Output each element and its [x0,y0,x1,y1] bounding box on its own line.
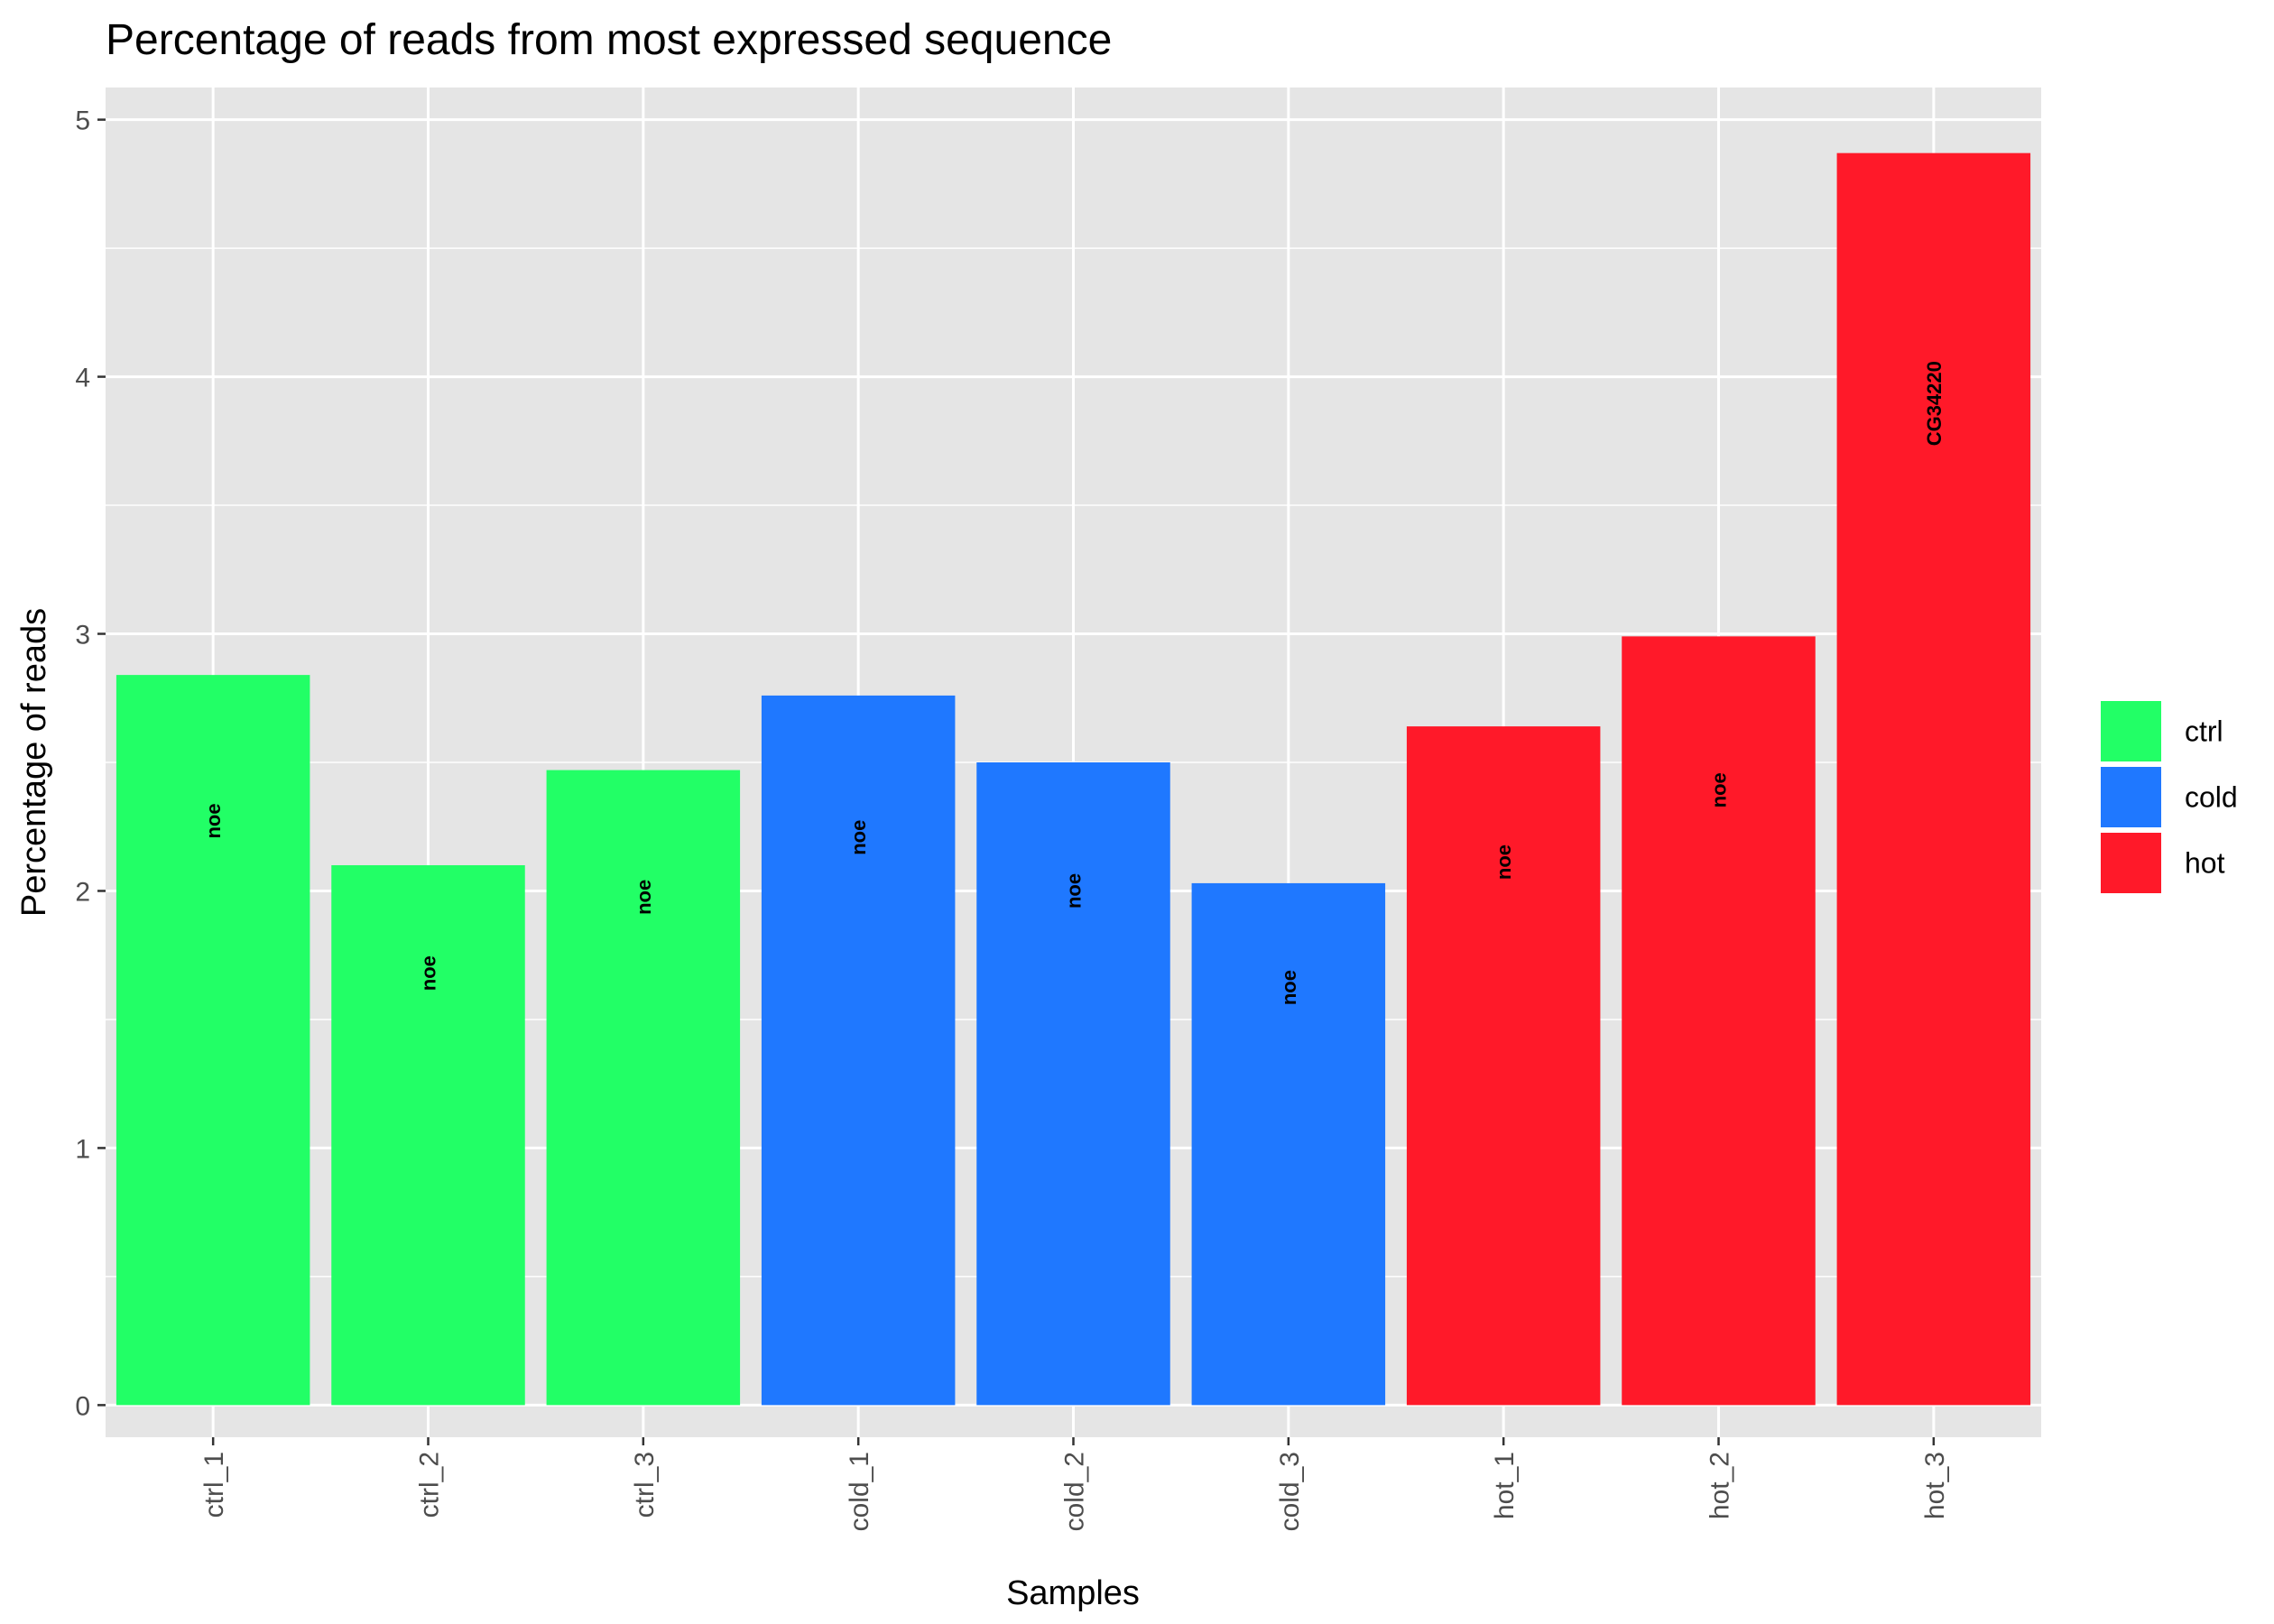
bar-cold_3 [1191,882,1386,1406]
bar-hot_1 [1406,726,1601,1406]
x-tick-label: hot_1 [1490,1452,1520,1519]
bar-label: noe [418,955,440,991]
bar-cold_2 [976,762,1170,1406]
bar-label: noe [1278,970,1300,1005]
y-tick-label: 1 [75,1134,90,1164]
bar-label: noe [1708,772,1731,807]
bar-cold_1 [761,695,956,1406]
legend: ctrl cold hot [2101,701,2238,893]
bar-hot_2 [1622,636,1816,1406]
chart-title: Percentage of reads from most expressed … [106,16,1112,64]
y-axis-title: Percentage of reads [15,608,53,917]
bar-ctrl_1 [116,675,310,1406]
x-tick-label: hot_3 [1920,1452,1950,1519]
bar-label: noe [1493,844,1515,880]
legend-label: ctrl [2185,715,2223,748]
bar-hot_3 [1836,152,2031,1406]
legend-label: hot [2185,847,2225,880]
x-tick-label: cold_3 [1275,1452,1305,1531]
y-axis: 0 1 2 3 4 5 [75,106,106,1421]
bars [116,152,2031,1406]
x-tick-label: ctrl_3 [630,1452,660,1518]
bar-label: CG34220 [1923,361,1946,446]
bar-label: noe [1063,873,1086,909]
x-axis: ctrl_1 ctrl_2 ctrl_3 cold_1 cold_2 cold_3 hot_… [199,1437,1950,1531]
y-tick-label: 0 [75,1391,90,1421]
y-tick-label: 5 [75,106,90,136]
legend-key-hot [2101,833,2161,893]
x-tick-label: ctrl_2 [415,1452,445,1518]
bar-label: noe [202,803,225,838]
y-tick-label: 3 [75,621,90,651]
x-tick-label: ctrl_1 [199,1452,229,1518]
bar-ctrl_2 [331,864,525,1406]
legend-key-cold [2101,767,2161,827]
x-tick-label: cold_2 [1060,1452,1090,1531]
y-tick-label: 2 [75,877,90,907]
x-tick-label: cold_1 [845,1452,874,1531]
bar-label: noe [633,880,655,915]
y-tick-label: 4 [75,364,90,393]
bar-ctrl_3 [546,770,741,1406]
x-tick-label: hot_2 [1706,1452,1735,1519]
bar-label: noe [847,820,870,855]
x-axis-title: Samples [1006,1574,1140,1612]
legend-label: cold [2185,781,2238,814]
legend-key-ctrl [2101,701,2161,761]
bar-labels: noe noe noe noe noe noe noe noe CG34220 [202,361,1946,1005]
